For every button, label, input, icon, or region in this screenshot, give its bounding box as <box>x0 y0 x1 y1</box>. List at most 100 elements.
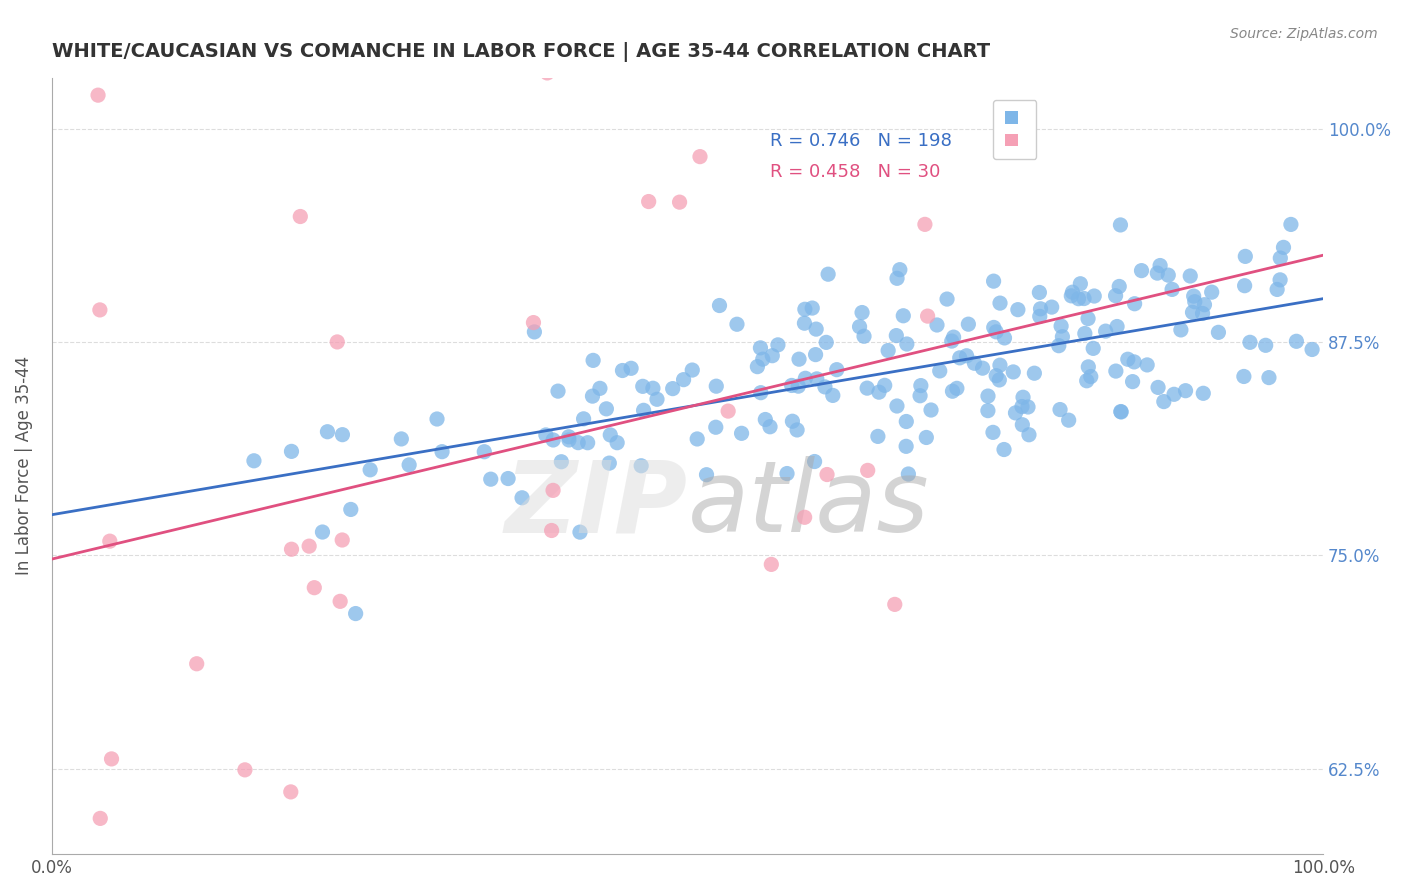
Whites/Caucasians <box>941 334 963 348</box>
Whites/Caucasians <box>988 296 1011 310</box>
Whites/Caucasians <box>1094 324 1116 338</box>
Text: R = 0.746   N = 198: R = 0.746 N = 198 <box>770 132 952 150</box>
Whites/Caucasians <box>496 471 519 485</box>
Whites/Caucasians <box>1191 306 1213 320</box>
Whites/Caucasians <box>946 381 969 395</box>
Whites/Caucasians <box>910 378 932 392</box>
Comanche <box>330 533 353 547</box>
Whites/Caucasians <box>814 380 837 394</box>
Whites/Caucasians <box>641 381 664 395</box>
Whites/Caucasians <box>1108 279 1130 293</box>
Whites/Caucasians <box>749 385 772 400</box>
Whites/Caucasians <box>672 373 695 387</box>
Whites/Caucasians <box>709 299 731 313</box>
Whites/Caucasians <box>821 388 844 402</box>
Whites/Caucasians <box>1153 394 1175 409</box>
Whites/Caucasians <box>988 358 1011 372</box>
Whites/Caucasians <box>815 335 838 350</box>
Whites/Caucasians <box>1270 251 1292 265</box>
Whites/Caucasians <box>567 435 589 450</box>
Whites/Caucasians <box>558 430 581 444</box>
Whites/Caucasians <box>866 429 889 443</box>
Whites/Caucasians <box>1060 289 1083 303</box>
Comanche <box>280 785 302 799</box>
Whites/Caucasians <box>752 352 775 367</box>
Whites/Caucasians <box>981 425 1004 440</box>
Whites/Caucasians <box>1028 285 1050 300</box>
Whites/Caucasians <box>936 292 959 306</box>
Whites/Caucasians <box>759 419 782 434</box>
Whites/Caucasians <box>993 442 1015 457</box>
Whites/Caucasians <box>949 351 972 365</box>
Whites/Caucasians <box>1233 278 1256 293</box>
Whites/Caucasians <box>686 432 709 446</box>
Whites/Caucasians <box>398 458 420 472</box>
Whites/Caucasians <box>1074 326 1097 341</box>
Whites/Caucasians <box>1011 400 1033 414</box>
Whites/Caucasians <box>803 454 825 468</box>
Whites/Caucasians <box>704 379 727 393</box>
Whites/Caucasians <box>725 318 748 332</box>
Whites/Caucasians <box>243 454 266 468</box>
Whites/Caucasians <box>581 389 603 403</box>
Whites/Caucasians <box>730 426 752 441</box>
Whites/Caucasians <box>1301 343 1323 357</box>
Comanche <box>98 534 121 549</box>
Whites/Caucasians <box>1077 311 1099 326</box>
Whites/Caucasians <box>704 420 727 434</box>
Comanche <box>883 598 905 612</box>
Whites/Caucasians <box>782 414 804 428</box>
Whites/Caucasians <box>598 456 620 470</box>
Whites/Caucasians <box>1109 405 1132 419</box>
Comanche <box>100 752 122 766</box>
Y-axis label: In Labor Force | Age 35-44: In Labor Force | Age 35-44 <box>15 356 32 575</box>
Whites/Caucasians <box>754 412 776 426</box>
Comanche <box>541 483 564 498</box>
Comanche <box>793 510 815 524</box>
Whites/Caucasians <box>747 359 769 374</box>
Whites/Caucasians <box>957 317 980 331</box>
Comanche <box>326 334 349 349</box>
Whites/Caucasians <box>1149 259 1171 273</box>
Whites/Caucasians <box>804 348 827 362</box>
Whites/Caucasians <box>576 435 599 450</box>
Whites/Caucasians <box>941 384 963 399</box>
Whites/Caucasians <box>993 331 1015 345</box>
Whites/Caucasians <box>1194 298 1216 312</box>
Whites/Caucasians <box>1285 334 1308 349</box>
Whites/Caucasians <box>1146 266 1168 280</box>
Whites/Caucasians <box>1018 427 1040 442</box>
Whites/Caucasians <box>681 363 703 377</box>
Whites/Caucasians <box>884 328 907 343</box>
Comanche <box>298 539 321 553</box>
Whites/Caucasians <box>1268 273 1291 287</box>
Whites/Caucasians <box>766 338 789 352</box>
Whites/Caucasians <box>344 607 367 621</box>
Whites/Caucasians <box>984 325 1007 339</box>
Whites/Caucasians <box>853 329 876 343</box>
Whites/Caucasians <box>1076 374 1098 388</box>
Whites/Caucasians <box>873 378 896 392</box>
Whites/Caucasians <box>817 267 839 281</box>
Text: WHITE/CAUCASIAN VS COMANCHE IN LABOR FORCE | AGE 35-44 CORRELATION CHART: WHITE/CAUCASIAN VS COMANCHE IN LABOR FOR… <box>52 42 990 62</box>
Whites/Caucasians <box>696 467 718 482</box>
Whites/Caucasians <box>1040 300 1063 314</box>
Text: R = 0.458   N = 30: R = 0.458 N = 30 <box>770 163 941 181</box>
Whites/Caucasians <box>1192 386 1215 401</box>
Whites/Caucasians <box>920 403 942 417</box>
Whites/Caucasians <box>1208 326 1230 340</box>
Whites/Caucasians <box>1029 301 1052 316</box>
Whites/Caucasians <box>1007 302 1029 317</box>
Comanche <box>717 404 740 418</box>
Whites/Caucasians <box>569 525 592 540</box>
Whites/Caucasians <box>1234 249 1257 263</box>
Whites/Caucasians <box>891 309 914 323</box>
Whites/Caucasians <box>1004 406 1026 420</box>
Whites/Caucasians <box>1182 289 1205 303</box>
Whites/Caucasians <box>1157 268 1180 282</box>
Comanche <box>89 811 111 825</box>
Whites/Caucasians <box>631 379 654 393</box>
Whites/Caucasians <box>1017 400 1039 414</box>
Comanche <box>856 463 879 477</box>
Whites/Caucasians <box>749 341 772 355</box>
